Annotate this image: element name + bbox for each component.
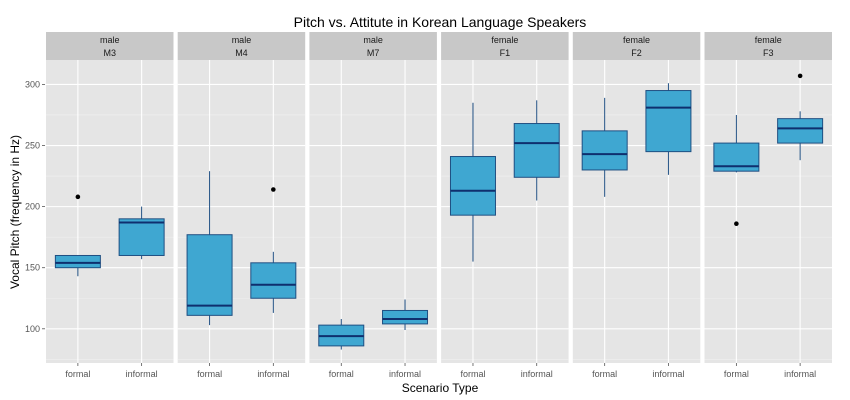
x-axis-title: Scenario Type xyxy=(402,381,479,395)
facet-F3: female F3 formal informal xyxy=(704,32,832,379)
panel-background xyxy=(177,60,306,363)
y-axis: 100 150 200 250 300 xyxy=(25,79,45,334)
box-iqr xyxy=(54,254,101,269)
x-tick-label: formal xyxy=(724,369,749,379)
facet-speaker-label: M3 xyxy=(103,48,116,58)
facet-F2: female F2 formal informal xyxy=(572,32,701,379)
box-informal xyxy=(645,83,692,175)
y-tick-label: 200 xyxy=(25,202,40,212)
facet-speaker-label: F1 xyxy=(500,48,511,58)
facet-gender-label: male xyxy=(363,35,383,45)
x-tick-label: formal xyxy=(197,369,222,379)
y-tick-label: 150 xyxy=(25,263,40,273)
outlier-point xyxy=(271,187,276,192)
box-formal xyxy=(713,114,760,227)
y-axis-title: Vocal Pitch (frequency in Hz) xyxy=(8,135,22,289)
x-tick-label: informal xyxy=(652,369,684,379)
y-tick-label: 250 xyxy=(25,141,40,151)
box-informal xyxy=(777,73,824,161)
facet-strip xyxy=(309,32,437,60)
facet-gender-label: female xyxy=(623,35,650,45)
facet-gender-label: female xyxy=(755,35,782,45)
box-formal xyxy=(449,102,496,262)
x-tick-label: informal xyxy=(389,369,421,379)
box-iqr xyxy=(449,156,496,216)
facet-panels: male M3 formal informal male M4 formal informal… xyxy=(46,32,832,379)
box-iqr xyxy=(777,118,824,144)
box-informal xyxy=(382,299,429,331)
outlier-point xyxy=(75,194,81,200)
outlier-point xyxy=(797,73,803,79)
panel-background xyxy=(46,60,174,363)
panel-background xyxy=(704,60,832,363)
facet-strip xyxy=(177,32,306,60)
box-formal xyxy=(581,97,628,197)
facet-gender-label: female xyxy=(491,35,518,45)
y-tick-label: 300 xyxy=(25,79,40,89)
facet-strip xyxy=(441,32,569,60)
box-informal xyxy=(250,187,297,313)
x-tick-label: formal xyxy=(329,369,354,379)
box-formal xyxy=(54,194,101,277)
box-iqr xyxy=(645,90,692,153)
x-tick-label: informal xyxy=(257,369,289,379)
box-iqr xyxy=(581,130,628,171)
x-tick-label: formal xyxy=(460,369,485,379)
x-tick-label: formal xyxy=(592,369,617,379)
box-informal xyxy=(513,100,560,201)
facet-speaker-label: M4 xyxy=(235,48,248,58)
facet-strip xyxy=(572,32,701,60)
facet-gender-label: male xyxy=(232,35,252,45)
box-iqr xyxy=(118,218,165,256)
facet-M4: male M4 formal informal xyxy=(177,32,306,379)
facet-speaker-label: F3 xyxy=(763,48,774,58)
box-iqr xyxy=(250,262,297,299)
box-formal xyxy=(318,319,365,350)
facet-strip xyxy=(46,32,174,60)
facet-strip xyxy=(704,32,832,60)
outlier-point xyxy=(734,221,739,227)
chart-title: Pitch vs. Attitute in Korean Language Sp… xyxy=(294,14,587,30)
x-tick-label: formal xyxy=(65,369,90,379)
facet-M7: male M7 formal informal xyxy=(309,32,437,379)
box-iqr xyxy=(513,123,560,178)
box-iqr xyxy=(186,234,233,316)
facet-speaker-label: F2 xyxy=(631,48,642,58)
x-tick-label: informal xyxy=(784,369,816,379)
box-iqr xyxy=(382,309,429,325)
facet-M3: male M3 formal informal xyxy=(46,32,174,379)
box-formal xyxy=(186,171,233,326)
facet-speaker-label: M7 xyxy=(367,48,380,58)
x-tick-label: informal xyxy=(126,369,158,379)
y-tick-label: 100 xyxy=(25,324,40,334)
box-informal xyxy=(118,206,165,260)
facet-gender-label: male xyxy=(100,35,120,45)
x-tick-label: informal xyxy=(521,369,553,379)
facet-F1: female F1 formal informal xyxy=(441,32,569,379)
